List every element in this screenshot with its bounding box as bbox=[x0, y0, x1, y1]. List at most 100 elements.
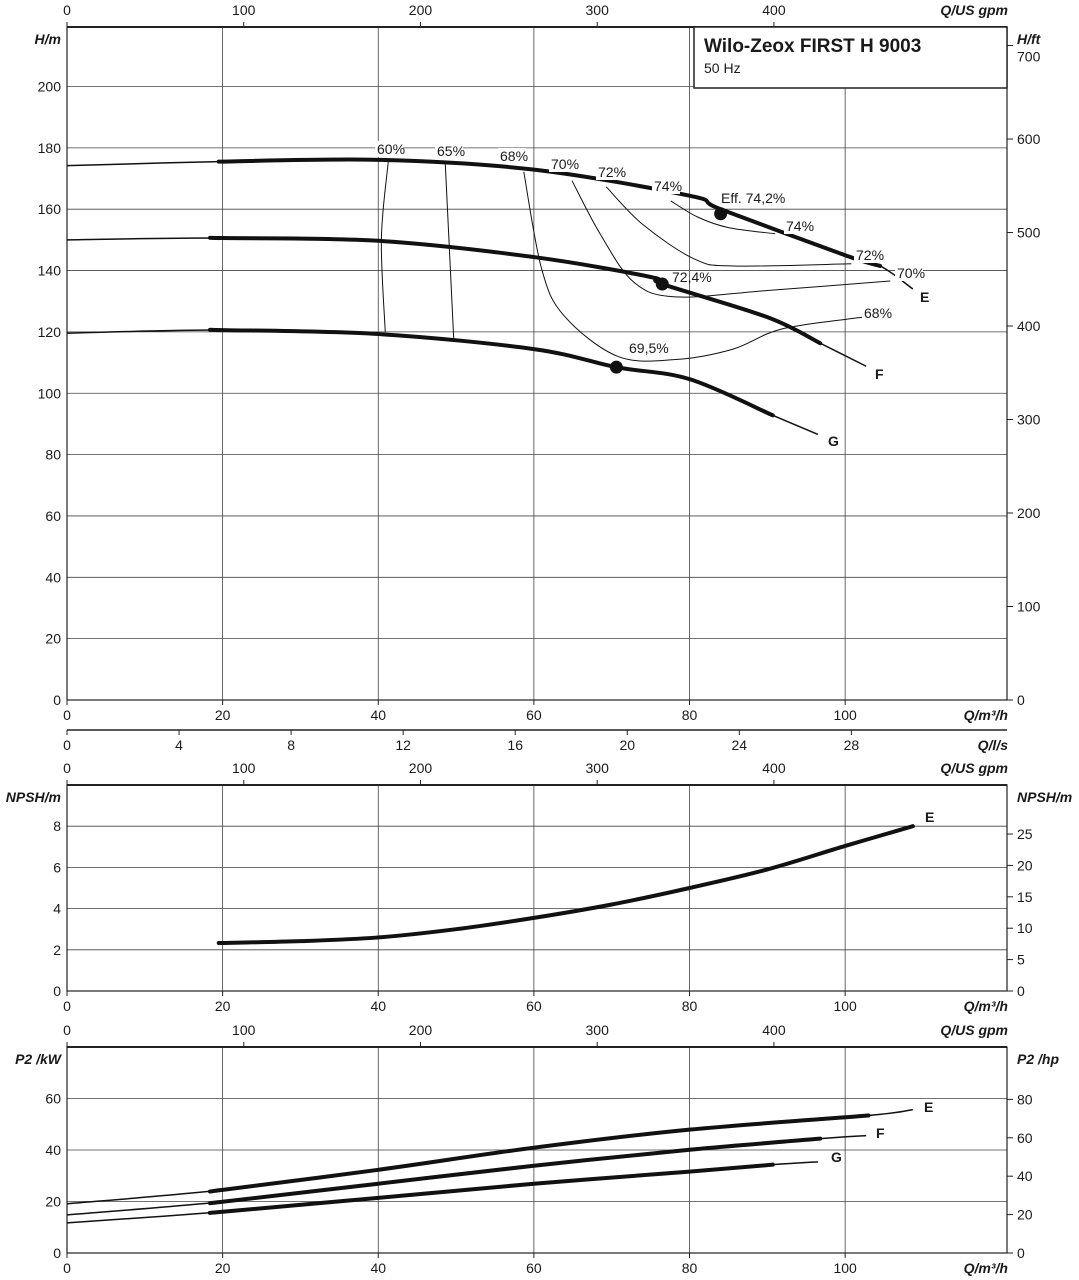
gpm-tick-label: 100 bbox=[232, 1022, 256, 1038]
x-tick-label: 0 bbox=[63, 998, 71, 1014]
y-axis-label: H/m bbox=[35, 31, 61, 47]
efficiency-label: 72% bbox=[856, 247, 884, 263]
ls-tick-label: 16 bbox=[507, 737, 523, 753]
x-axis-label: Q/m³/h bbox=[964, 1260, 1008, 1276]
efficiency-label-bg bbox=[854, 247, 882, 263]
curve-G-thick bbox=[207, 1162, 775, 1215]
y-tick-label: 8 bbox=[53, 818, 61, 834]
x-tick-label: 40 bbox=[370, 998, 386, 1014]
ls-tick-label: 4 bbox=[175, 737, 183, 753]
curve-label-F: F bbox=[875, 366, 884, 382]
x-tick-label: 40 bbox=[370, 1260, 386, 1276]
efficiency-label-bg bbox=[375, 141, 403, 157]
curve-F-thin bbox=[66, 237, 867, 367]
efficiency-label: 74% bbox=[654, 178, 682, 194]
y-tick-label: 60 bbox=[45, 508, 61, 524]
gpm-tick-label: 0 bbox=[63, 1022, 71, 1038]
ls-tick-label: 0 bbox=[63, 737, 71, 753]
x-tick-label: 100 bbox=[833, 1260, 857, 1276]
y-right-tick-label: 20 bbox=[1017, 1207, 1033, 1223]
gpm-tick-label: 100 bbox=[232, 2, 256, 18]
efficiency-line bbox=[605, 186, 852, 267]
efficiency-label: 74% bbox=[786, 218, 814, 234]
curve-label-E: E bbox=[920, 289, 929, 305]
y-right-tick-label: 80 bbox=[1017, 1091, 1033, 1107]
gpm-tick-label: 200 bbox=[409, 2, 433, 18]
curve-G-thin bbox=[66, 329, 819, 436]
y-axis-label: NPSH/m bbox=[6, 789, 61, 805]
y-tick-label: 180 bbox=[38, 140, 62, 156]
duty-point-G bbox=[609, 360, 623, 374]
y-tick-label: 6 bbox=[53, 859, 61, 875]
y-right-tick-label: 300 bbox=[1017, 412, 1041, 428]
y-tick-label: 80 bbox=[45, 447, 61, 463]
y-tick-label: 0 bbox=[53, 692, 61, 708]
efficiency-line bbox=[380, 160, 389, 332]
x-axis-label: Q/m³/h bbox=[964, 707, 1008, 723]
y-right-tick-label: 0 bbox=[1017, 983, 1025, 999]
y-right-tick-label: 25 bbox=[1017, 826, 1033, 842]
curve-label-F: F bbox=[876, 1125, 885, 1141]
efficiency-label-bg bbox=[435, 143, 463, 159]
y-right-tick-label: 40 bbox=[1017, 1168, 1033, 1184]
curve-label-E: E bbox=[925, 809, 934, 825]
y-tick-label: 140 bbox=[38, 263, 62, 279]
efficiency-line bbox=[523, 171, 864, 362]
gpm-tick-label: 0 bbox=[63, 2, 71, 18]
y-tick-label: 160 bbox=[38, 201, 62, 217]
gpm-tick-label: 400 bbox=[762, 760, 786, 776]
efficiency-label: 70% bbox=[551, 156, 579, 172]
curve-G-thick bbox=[207, 327, 775, 418]
y-tick-label: 20 bbox=[45, 631, 61, 647]
curve-E-thick bbox=[207, 1113, 871, 1194]
x-tick-label: 100 bbox=[833, 998, 857, 1014]
efficiency-line bbox=[670, 200, 776, 235]
y-right-axis-label: H/ft bbox=[1017, 31, 1042, 47]
efficiency-label-bg bbox=[627, 340, 671, 356]
gpm-tick-label: 100 bbox=[232, 760, 256, 776]
y-tick-label: 200 bbox=[38, 79, 62, 95]
y-tick-label: 0 bbox=[53, 1245, 61, 1261]
x-top-axis-label: Q/US gpm bbox=[940, 2, 1008, 18]
x-top-axis-label: Q/US gpm bbox=[940, 1022, 1008, 1038]
x-tick-label: 100 bbox=[833, 707, 857, 723]
ls-tick-label: 28 bbox=[844, 737, 860, 753]
efficiency-label: 72% bbox=[598, 164, 626, 180]
x-top-axis-label: Q/US gpm bbox=[940, 760, 1008, 776]
y-tick-label: 4 bbox=[53, 901, 61, 917]
y-right-tick-label: 15 bbox=[1017, 889, 1033, 905]
efficiency-label-bg bbox=[862, 305, 890, 321]
y-right-tick-label: 0 bbox=[1017, 692, 1025, 708]
efficiency-label: 65% bbox=[437, 143, 465, 159]
y-right-tick-label: 0 bbox=[1017, 1245, 1025, 1261]
curve-label-G: G bbox=[831, 1149, 842, 1165]
gpm-tick-label: 400 bbox=[762, 1022, 786, 1038]
y-right-tick-label: 20 bbox=[1017, 857, 1033, 873]
gpm-tick-label: 300 bbox=[586, 760, 610, 776]
gpm-tick-label: 400 bbox=[762, 2, 786, 18]
efficiency-label: 70% bbox=[897, 265, 925, 281]
y-right-tick-label: 10 bbox=[1017, 920, 1033, 936]
efficiency-label-bg bbox=[784, 218, 812, 234]
y-tick-label: 60 bbox=[45, 1091, 61, 1107]
curve-E-thick bbox=[216, 157, 883, 268]
y-right-tick-label: 200 bbox=[1017, 505, 1041, 521]
y-tick-label: 2 bbox=[53, 942, 61, 958]
efficiency-label: 68% bbox=[864, 305, 892, 321]
x-tick-label: 60 bbox=[526, 707, 542, 723]
ls-tick-label: 12 bbox=[395, 737, 411, 753]
efficiency-label-bg bbox=[549, 156, 577, 172]
y-tick-label: 40 bbox=[45, 1142, 61, 1158]
curve-E-thick bbox=[216, 824, 915, 946]
x-tick-label: 20 bbox=[215, 707, 231, 723]
ls-tick-label: 24 bbox=[732, 737, 748, 753]
y-axis-label: P2 /kW bbox=[15, 1051, 63, 1067]
gpm-tick-label: 300 bbox=[586, 2, 610, 18]
chart-subtitle: 50 Hz bbox=[704, 60, 741, 76]
y-right-tick-label: 5 bbox=[1017, 952, 1025, 968]
x-tick-label: 60 bbox=[526, 998, 542, 1014]
x-tick-label: 60 bbox=[526, 1260, 542, 1276]
efficiency-label-bg bbox=[895, 265, 923, 281]
x-tick-label: 20 bbox=[215, 1260, 231, 1276]
